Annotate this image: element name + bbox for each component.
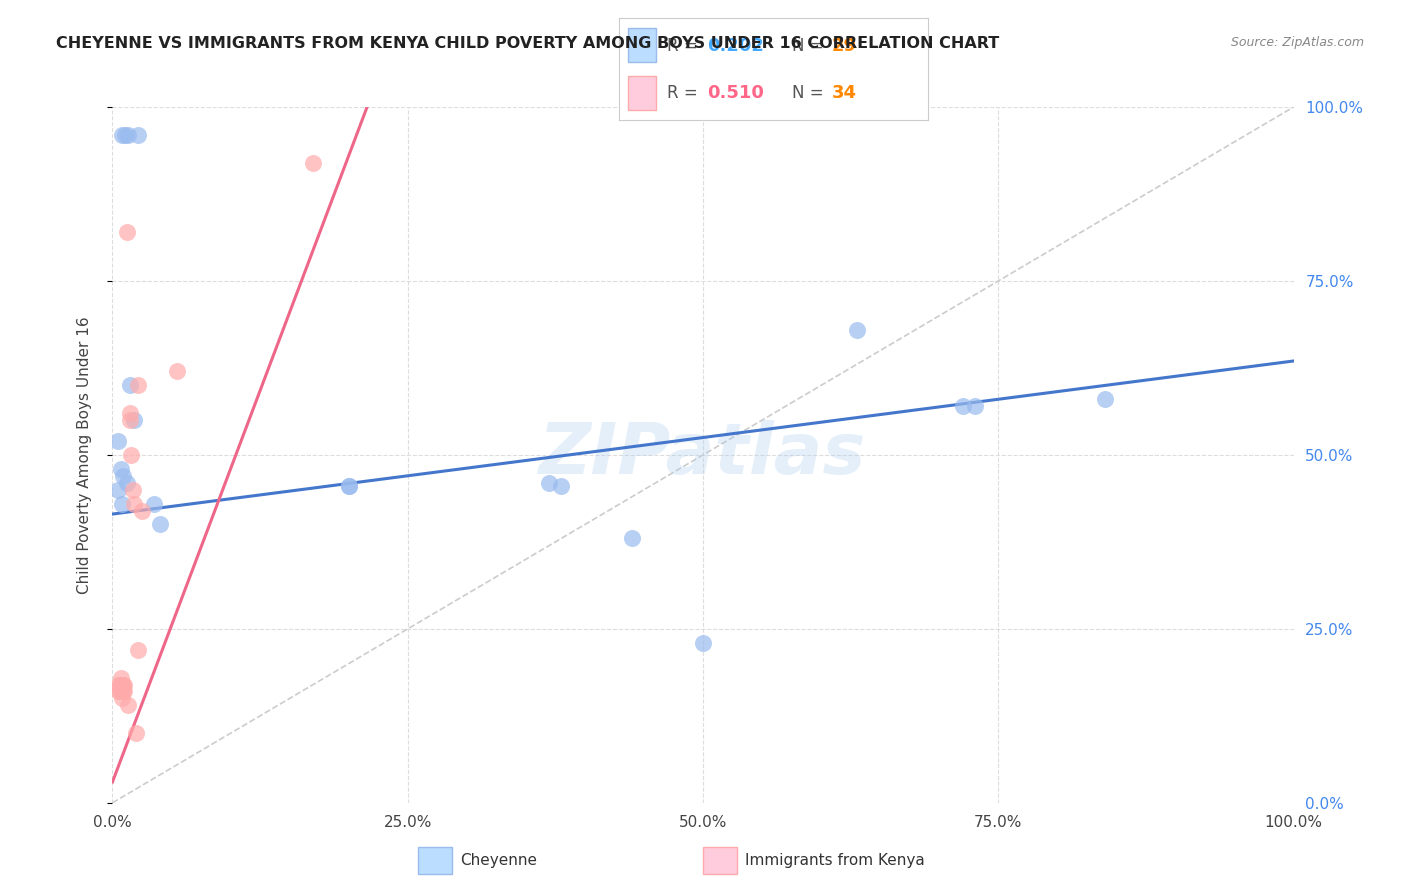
- Point: [120, 448, 142, 462]
- Point: [125, 726, 148, 740]
- Point: [621, 532, 644, 546]
- Point: [111, 497, 134, 511]
- Bar: [419, 847, 453, 874]
- Point: [302, 155, 325, 169]
- Point: [111, 691, 134, 706]
- Point: [107, 677, 129, 691]
- Point: [111, 128, 134, 142]
- Text: CHEYENNE VS IMMIGRANTS FROM KENYA CHILD POVERTY AMONG BOYS UNDER 16 CORRELATION : CHEYENNE VS IMMIGRANTS FROM KENYA CHILD …: [56, 36, 1000, 51]
- Text: 0.510: 0.510: [707, 84, 763, 103]
- Text: N =: N =: [792, 37, 828, 54]
- Point: [120, 378, 142, 392]
- Point: [120, 413, 142, 427]
- Point: [337, 479, 360, 493]
- Point: [692, 636, 714, 650]
- Point: [120, 406, 142, 420]
- Point: [127, 128, 149, 142]
- Text: 29: 29: [832, 37, 858, 54]
- Point: [963, 399, 986, 413]
- Point: [117, 128, 139, 142]
- Point: [117, 698, 139, 713]
- Point: [115, 475, 138, 490]
- Text: R =: R =: [666, 37, 703, 54]
- Point: [166, 364, 188, 378]
- Point: [115, 225, 138, 239]
- Text: R =: R =: [666, 84, 703, 103]
- Point: [131, 503, 153, 517]
- Point: [112, 677, 135, 691]
- Point: [122, 413, 145, 427]
- Text: ZIPatlas: ZIPatlas: [540, 420, 866, 490]
- Point: [112, 684, 135, 698]
- Point: [107, 684, 129, 698]
- Point: [110, 684, 132, 698]
- Point: [107, 434, 129, 448]
- Point: [952, 399, 974, 413]
- Text: N =: N =: [792, 84, 828, 103]
- Point: [112, 684, 135, 698]
- Text: Immigrants from Kenya: Immigrants from Kenya: [745, 854, 925, 868]
- Point: [149, 517, 172, 532]
- Text: 0.202: 0.202: [707, 37, 763, 54]
- Point: [127, 378, 149, 392]
- Point: [108, 684, 131, 698]
- Point: [337, 479, 360, 493]
- Bar: [628, 28, 655, 62]
- Text: 34: 34: [832, 84, 858, 103]
- Point: [114, 128, 136, 142]
- Point: [1094, 392, 1116, 407]
- Point: [110, 677, 132, 691]
- Text: Source: ZipAtlas.com: Source: ZipAtlas.com: [1230, 36, 1364, 49]
- Point: [107, 483, 129, 497]
- Point: [122, 497, 145, 511]
- Point: [538, 475, 561, 490]
- Point: [127, 642, 149, 657]
- Point: [111, 677, 134, 691]
- Bar: [628, 77, 655, 110]
- Point: [108, 677, 131, 691]
- Y-axis label: Child Poverty Among Boys Under 16: Child Poverty Among Boys Under 16: [77, 316, 91, 594]
- Point: [550, 479, 572, 493]
- Point: [110, 462, 132, 476]
- Bar: [703, 847, 737, 874]
- Text: Cheyenne: Cheyenne: [461, 854, 537, 868]
- Point: [142, 497, 165, 511]
- Point: [112, 468, 135, 483]
- Point: [121, 483, 143, 497]
- Point: [112, 677, 135, 691]
- Point: [845, 323, 868, 337]
- Point: [110, 671, 132, 685]
